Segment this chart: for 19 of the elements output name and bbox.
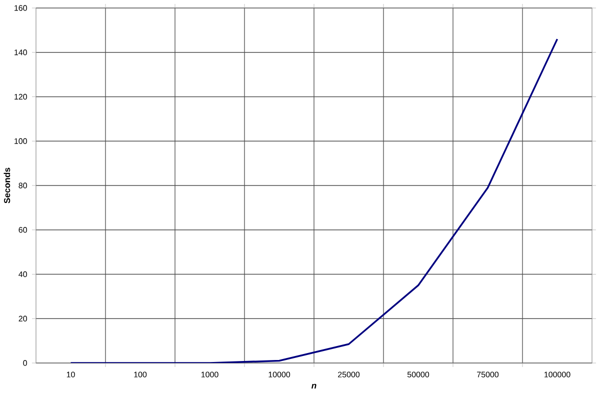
x-tick-label: 10	[66, 372, 75, 378]
x-tick-label: 100000	[544, 372, 570, 378]
x-tick-label: 25000	[338, 372, 360, 378]
x-tick-label: 100	[134, 372, 147, 378]
x-axis-title: n	[311, 384, 316, 389]
x-tick-label: 10000	[268, 372, 290, 378]
x-tick-label: 50000	[407, 372, 430, 378]
y-tick-label: 60	[18, 227, 27, 233]
y-tick-label: 0	[23, 360, 27, 366]
y-tick-label: 40	[18, 271, 27, 278]
x-tick-label: 1000	[201, 372, 218, 378]
y-tick-label: 80	[18, 182, 27, 188]
y-tick-label: 120	[14, 94, 27, 100]
y-tick-label: 140	[14, 50, 27, 56]
y-tick-label: 100	[14, 138, 27, 144]
x-tick-label: 75000	[477, 372, 499, 378]
y-tick-label: 160	[14, 5, 27, 11]
y-tick-label: 20	[18, 316, 27, 322]
y-axis-title: Seconds	[4, 168, 10, 204]
